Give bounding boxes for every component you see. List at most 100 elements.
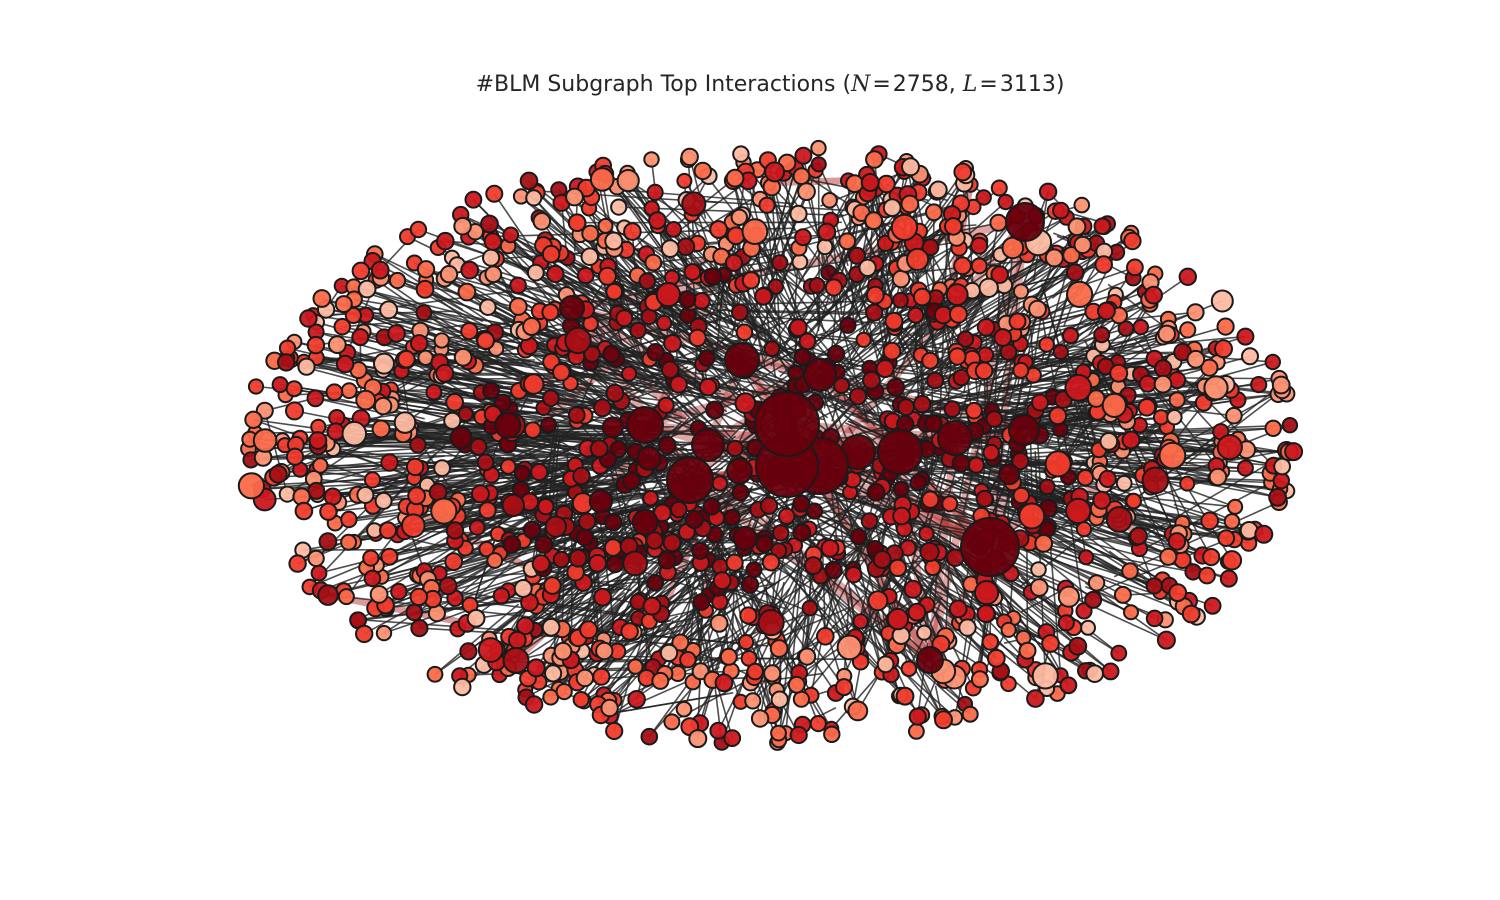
node (356, 486, 375, 504)
node (808, 277, 826, 294)
node (745, 561, 763, 579)
node (865, 303, 884, 322)
node (1031, 393, 1049, 412)
node (993, 328, 1013, 347)
node (581, 224, 600, 243)
node (1041, 634, 1060, 653)
node (705, 400, 725, 420)
edge (763, 167, 797, 281)
node (308, 431, 328, 450)
node (1221, 550, 1243, 571)
node (1217, 529, 1236, 547)
node (285, 380, 303, 398)
node (945, 283, 969, 307)
node (703, 267, 723, 286)
node (921, 490, 940, 509)
node (1057, 614, 1075, 632)
node (409, 220, 428, 239)
node (1030, 561, 1047, 578)
node (312, 289, 332, 308)
node (480, 214, 499, 234)
node (443, 411, 462, 430)
node (877, 174, 896, 194)
node (323, 487, 342, 506)
node (838, 232, 857, 251)
node (363, 471, 382, 489)
node (466, 608, 486, 628)
node (433, 459, 452, 478)
node (638, 272, 656, 290)
node (405, 457, 425, 477)
node (693, 161, 712, 181)
edge (648, 637, 723, 738)
node (268, 464, 288, 484)
node (698, 349, 716, 367)
node (974, 580, 1000, 606)
node (1178, 267, 1198, 286)
node (317, 584, 339, 606)
node (970, 236, 989, 255)
node (948, 599, 968, 619)
node (719, 647, 738, 666)
node (477, 637, 504, 663)
node (648, 211, 667, 230)
node (912, 287, 932, 307)
node (544, 515, 567, 538)
node (509, 276, 527, 295)
node (876, 655, 895, 674)
node (735, 323, 754, 342)
node (709, 220, 728, 239)
node (809, 715, 827, 733)
node (369, 585, 389, 604)
node (1066, 280, 1094, 308)
edge (898, 258, 1064, 358)
title-n-symbol: N (851, 72, 871, 97)
node (294, 501, 314, 521)
node (464, 190, 483, 209)
node (542, 389, 560, 408)
node (532, 212, 552, 231)
node (961, 705, 979, 723)
node (606, 555, 625, 574)
node (888, 558, 907, 578)
node (390, 582, 408, 601)
node (492, 587, 511, 605)
node (778, 507, 796, 525)
node (546, 264, 565, 284)
node (732, 525, 758, 551)
node (530, 463, 549, 482)
node (327, 335, 347, 355)
node (363, 569, 382, 588)
node (380, 547, 399, 566)
edge (802, 220, 874, 317)
node (513, 579, 533, 598)
node (657, 436, 677, 455)
node (816, 627, 835, 646)
node (890, 213, 919, 242)
node (460, 260, 480, 280)
node (675, 700, 693, 718)
node (597, 266, 617, 286)
node (990, 179, 1008, 197)
node (1186, 303, 1205, 322)
node (656, 314, 673, 332)
node (1281, 417, 1299, 434)
node (978, 277, 999, 298)
node (918, 525, 935, 542)
edge (1007, 257, 1055, 406)
node (1268, 487, 1287, 507)
node (725, 168, 745, 188)
node (1216, 317, 1235, 336)
node (541, 303, 560, 322)
node (433, 332, 450, 349)
node (941, 495, 959, 513)
node (603, 538, 623, 557)
node (792, 167, 811, 186)
node (903, 579, 923, 599)
node (726, 439, 744, 457)
node (588, 489, 614, 514)
edge (783, 173, 795, 232)
node (1098, 469, 1117, 488)
node (798, 332, 817, 351)
